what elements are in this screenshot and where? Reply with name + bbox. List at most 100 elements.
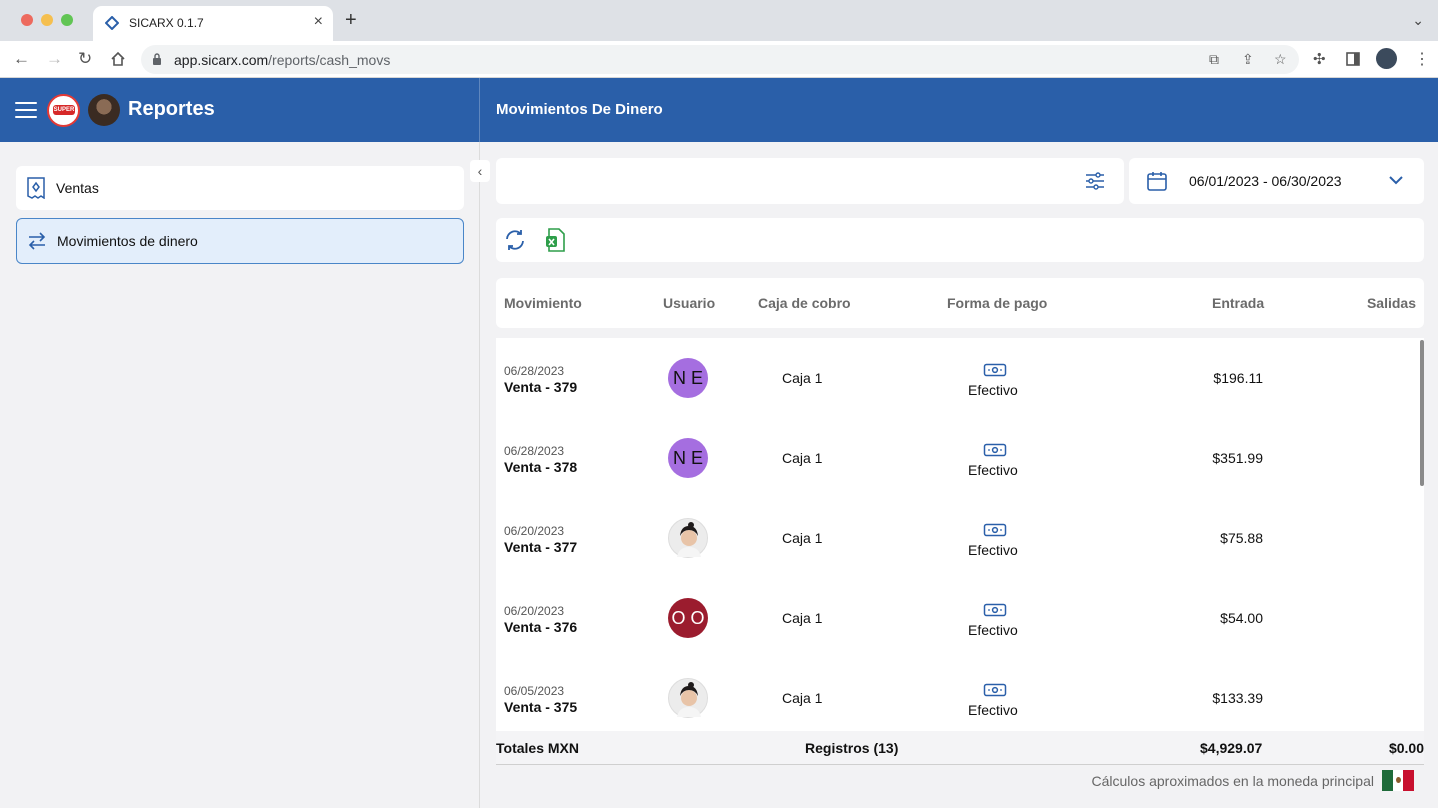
row-movement: Venta - 375	[504, 699, 578, 715]
maximize-window-button[interactable]	[61, 14, 73, 26]
date-range-picker[interactable]: 06/01/2023 - 06/30/2023	[1129, 158, 1424, 204]
close-tab-icon[interactable]: ×	[313, 13, 323, 30]
row-entrada: $196.11	[1213, 370, 1263, 386]
row-payment-method: Efectivo	[968, 702, 1018, 718]
table-scrollbar[interactable]	[1420, 340, 1424, 486]
bookmark-star-icon[interactable]: ☆	[1274, 51, 1287, 67]
table-header: Movimiento Usuario Caja de cobro Forma d…	[496, 278, 1424, 328]
sicarx-favicon-icon	[105, 16, 119, 30]
refresh-icon[interactable]	[504, 228, 526, 252]
date-range-text: 06/01/2023 - 06/30/2023	[1189, 173, 1342, 189]
table-row[interactable]: 06/20/2023 Venta - 377 Caja 1 Efectivo $…	[496, 498, 1424, 578]
row-caja: Caja 1	[782, 450, 823, 466]
cash-icon	[983, 603, 1007, 617]
sidebar-item-movimientos[interactable]: Movimientos de dinero	[16, 218, 464, 264]
row-movement: Venta - 378	[504, 459, 578, 475]
browser-menu-icon[interactable]: ⋮	[1414, 51, 1430, 68]
table-row[interactable]: 06/28/2023 Venta - 379 N E Caja 1 Efecti…	[496, 338, 1424, 418]
header-entrada[interactable]: Entrada	[1212, 295, 1265, 311]
chevron-down-icon[interactable]	[1387, 173, 1405, 187]
header-usuario[interactable]: Usuario	[663, 295, 716, 311]
forward-icon[interactable]: →	[46, 49, 63, 68]
user-initials-avatar: N E	[668, 358, 708, 398]
close-window-button[interactable]	[21, 14, 33, 26]
browser-toolbar: ← → ↻ app.sicarx.com/reports/cash_movs ⧉…	[0, 41, 1438, 78]
row-entrada: $133.39	[1212, 690, 1263, 706]
row-movement: Venta - 376	[504, 619, 578, 635]
minimize-window-button[interactable]	[41, 14, 53, 26]
menu-hamburger-icon[interactable]	[15, 102, 37, 118]
row-date: 06/20/2023	[504, 604, 565, 618]
row-entrada: $54.00	[1220, 610, 1263, 626]
totals-salidas: $0.00	[1388, 740, 1424, 756]
browser-tab[interactable]: SICARX 0.1.7 ×	[93, 6, 333, 41]
row-date: 06/28/2023	[504, 364, 565, 378]
extensions-puzzle-icon[interactable]: ✣	[1313, 51, 1326, 68]
url-host: app.sicarx.com	[174, 52, 269, 68]
actions-bar	[496, 218, 1424, 262]
table-row[interactable]: 06/05/2023 Venta - 375 Caja 1 Efectivo $…	[496, 658, 1424, 731]
row-movement: Venta - 379	[504, 379, 578, 395]
user-initials-avatar: O O	[668, 598, 708, 638]
row-payment-method: Efectivo	[968, 462, 1018, 478]
url-text: app.sicarx.com/reports/cash_movs	[174, 52, 390, 68]
header-forma-pago[interactable]: Forma de pago	[947, 295, 1048, 311]
table-row[interactable]: 06/20/2023 Venta - 376 O O Caja 1 Efecti…	[496, 578, 1424, 658]
collapse-sidebar-chevron-icon[interactable]: ‹	[470, 160, 490, 182]
tab-title: SICARX 0.1.7	[129, 16, 204, 30]
table-body[interactable]: 06/28/2023 Venta - 379 N E Caja 1 Efecti…	[496, 338, 1424, 731]
reload-icon[interactable]: ↻	[78, 49, 93, 68]
tab-search-chevron-icon[interactable]: ⌄	[1412, 12, 1424, 28]
table-row[interactable]: 06/28/2023 Venta - 378 N E Caja 1 Efecti…	[496, 418, 1424, 498]
header-divider	[479, 78, 480, 142]
totals-entrada: $4,929.07	[1200, 740, 1263, 756]
header-salidas[interactable]: Salidas	[1366, 295, 1416, 311]
row-date: 06/20/2023	[504, 524, 565, 538]
filter-sliders-icon[interactable]	[1085, 172, 1105, 190]
header-movimiento[interactable]: Movimiento	[504, 295, 582, 311]
row-caja: Caja 1	[782, 610, 823, 626]
share-icon[interactable]: ⇪	[1242, 51, 1254, 67]
search-filter-bar[interactable]	[496, 158, 1124, 204]
mexico-flag-icon	[1382, 770, 1415, 791]
business-logo: SUPER	[47, 94, 80, 127]
side-panel-icon[interactable]	[1346, 52, 1360, 66]
sidebar: Ventas Movimientos de dinero	[0, 142, 480, 808]
row-payment-method: Efectivo	[968, 622, 1018, 638]
url-path: /reports/cash_movs	[268, 52, 391, 68]
cash-icon	[983, 683, 1007, 697]
app-header: SUPER Reportes Movimientos De Dinero	[0, 78, 1438, 142]
home-icon[interactable]	[110, 51, 126, 67]
translate-icon[interactable]: ⧉	[1209, 51, 1219, 67]
sidebar-item-label: Ventas	[56, 180, 99, 196]
excel-export-icon[interactable]	[545, 228, 567, 252]
row-payment-method: Efectivo	[968, 382, 1018, 398]
person-portrait-icon	[677, 682, 701, 717]
row-caja: Caja 1	[782, 690, 823, 706]
totals-label: Totales MXN	[496, 740, 579, 756]
user-initials-avatar: N E	[668, 438, 708, 478]
transfer-arrows-icon	[28, 232, 46, 250]
user-photo-avatar	[668, 678, 708, 718]
logo-text: SUPER	[53, 105, 75, 115]
cash-icon	[983, 443, 1007, 457]
sidebar-item-label: Movimientos de dinero	[57, 233, 198, 249]
profile-avatar[interactable]	[1376, 48, 1397, 69]
address-bar[interactable]: app.sicarx.com/reports/cash_movs ⧉ ⇪ ☆	[141, 45, 1299, 74]
app-title: Reportes	[128, 98, 215, 120]
receipt-icon	[27, 177, 45, 199]
row-caja: Caja 1	[782, 530, 823, 546]
totals-row: Totales MXN Registros (13) $4,929.07 $0.…	[496, 731, 1424, 765]
lock-icon	[153, 53, 161, 65]
back-icon[interactable]: ←	[13, 49, 30, 68]
calendar-icon	[1147, 172, 1167, 191]
row-entrada: $351.99	[1212, 450, 1263, 466]
sidebar-item-ventas[interactable]: Ventas	[16, 166, 464, 210]
user-photo-avatar	[668, 518, 708, 558]
currency-note: Cálculos aproximados en la moneda princi…	[1091, 773, 1375, 789]
new-tab-button[interactable]: +	[345, 9, 357, 31]
row-caja: Caja 1	[782, 370, 823, 386]
header-caja[interactable]: Caja de cobro	[758, 295, 851, 311]
user-avatar[interactable]	[88, 94, 120, 126]
totals-registros: Registros (13)	[805, 740, 899, 756]
